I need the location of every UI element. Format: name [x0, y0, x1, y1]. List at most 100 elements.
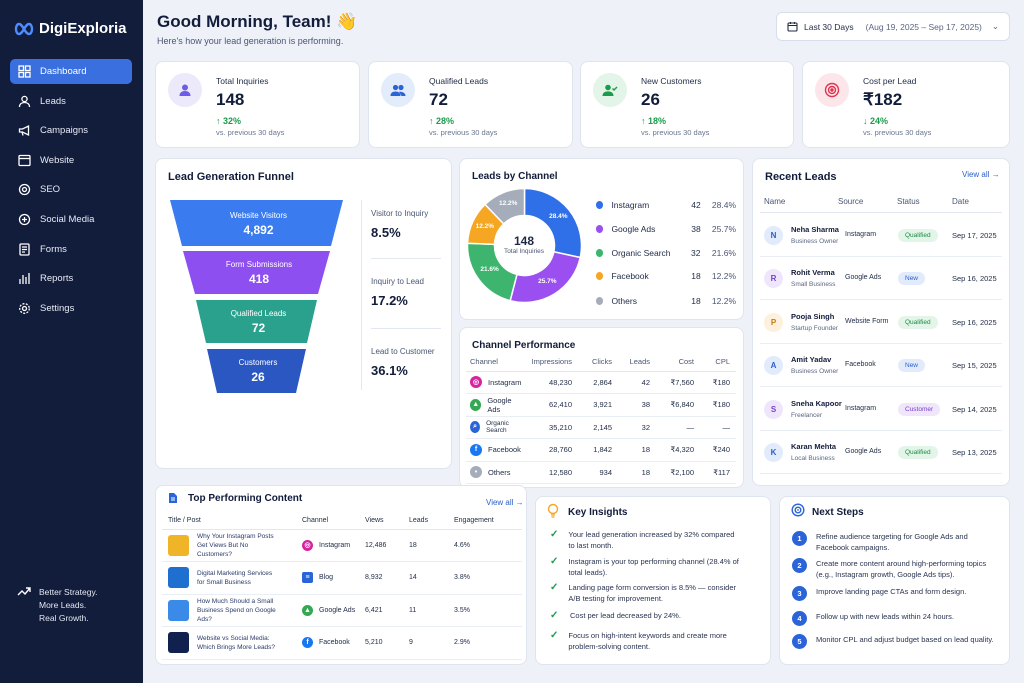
sidebar-item-dashboard[interactable]: Dashboard: [10, 59, 132, 84]
legend-dot: [596, 249, 604, 257]
insights-title: Key Insights: [568, 507, 628, 518]
google-ads-icon: ▲: [302, 604, 313, 616]
avatar: A: [764, 356, 783, 376]
table-row[interactable]: f Facebook 28,760 1,842 18 ₹4,320 ₹240: [466, 438, 736, 462]
next-step-item: 5 Monitor CPL and adjust budget based on …: [792, 634, 1002, 649]
kpi-card-new-customers[interactable]: New Customers 26 ↑ 18% vs. previous 30 d…: [580, 61, 794, 148]
next-steps-card: Next Steps: [779, 496, 1010, 665]
content-thumbnail: [168, 599, 189, 621]
user-check-icon: [593, 73, 627, 107]
content-post-title[interactable]: Digital Marketing Services for Small Bus…: [197, 569, 273, 586]
sidebar-item-forms[interactable]: Forms: [10, 237, 132, 262]
status-badge: New: [898, 359, 926, 373]
table-row[interactable]: N Neha Sharma Business Owner Instagram Quali…: [760, 214, 1002, 257]
cell: ₹180: [700, 393, 736, 417]
table-row[interactable]: R Rohit Verma Small Business Google Ads New S…: [760, 257, 1002, 301]
lead-source: Website Form: [845, 317, 889, 325]
kpi-compare: vs. previous 30 days: [641, 128, 710, 137]
kpi-card-cost-per-lead[interactable]: Cost per Lead ₹182 ↓ 24% vs. previous 30…: [802, 61, 1010, 148]
legend-pct: 25.7%: [711, 224, 737, 234]
brand-name: DigiExploria: [39, 20, 127, 37]
sidebar-item-settings[interactable]: Settings: [10, 296, 132, 321]
slice-label: 12.2%: [475, 222, 495, 230]
infinity-logo-icon: [14, 22, 34, 35]
step-number: 1: [792, 531, 807, 546]
table-row[interactable]: ◎ Instagram 48,230 2,864 42 ₹7,560 ₹180: [466, 371, 736, 394]
recent-view-all-link[interactable]: View all →: [962, 170, 1000, 179]
col-header: Views: [365, 512, 409, 530]
table-row[interactable]: ▲ Google Ads 62,410 3,921 38 ₹6,840 ₹180: [466, 393, 736, 417]
calendar-icon: [787, 22, 798, 32]
slice-label: 21.6%: [480, 266, 499, 274]
users-icon: [381, 73, 415, 107]
lead-source: Google Ads: [845, 274, 882, 282]
lead-role: Local Business: [791, 455, 835, 462]
sidebar-item-social-media[interactable]: Social Media: [10, 207, 132, 232]
content-post-title[interactable]: Why Your Instagram Posts Get Views But N…: [197, 532, 274, 558]
content-view-all-link[interactable]: View all →: [486, 498, 524, 507]
cell: 934: [578, 461, 618, 484]
donut-center: 148 Total Inquiries: [494, 234, 554, 255]
cell: 9: [409, 626, 454, 660]
channels-title: Leads by Channel: [472, 171, 558, 182]
sidebar-item-reports[interactable]: Reports: [10, 266, 132, 291]
table-row[interactable]: A Amit Yadav Business Owner Facebook New Sep …: [760, 344, 1002, 388]
table-row[interactable]: Why Your Instagram Posts Get Views But N…: [162, 529, 522, 562]
table-row[interactable]: How Much Should a Small Business Spend o…: [162, 594, 522, 627]
sidebar-item-leads[interactable]: Leads: [10, 89, 132, 114]
lead-role: Business Owner: [791, 238, 839, 245]
sidebar-tagline: Better Strategy. More Leads. Real Growth…: [17, 586, 97, 625]
lead-name: Neha Sharma: [791, 225, 839, 234]
sidebar-item-website[interactable]: Website: [10, 148, 132, 173]
table-row[interactable]: Digital Marketing Services for Small Bus…: [162, 561, 522, 595]
cell: ₹240: [700, 438, 736, 462]
legend-count: 42: [691, 200, 701, 210]
legend-dot: [596, 201, 604, 209]
step-number: 3: [792, 586, 807, 601]
slice-label: 25.7%: [538, 277, 557, 285]
cell: ₹117: [700, 461, 736, 484]
brand-logo[interactable]: DigiExploria: [14, 20, 127, 37]
donut-slice[interactable]: [523, 188, 582, 259]
kpi-card-total-inquiries[interactable]: Total Inquiries 148 ↑ 32% vs. previous 3…: [155, 61, 360, 148]
col-header: Leads: [409, 512, 454, 530]
donut-center-label: Total Inquiries: [503, 248, 545, 255]
cell: 62,410: [530, 393, 578, 417]
legend-item: Organic Search 32 21.6%: [596, 248, 736, 258]
cell: 14: [409, 561, 454, 595]
form-icon: [19, 242, 30, 256]
table-row[interactable]: ⌕ Organic Search 35,210 2,145 32— —: [466, 416, 736, 439]
legend-pct: 28.4%: [711, 200, 737, 210]
content-post-title[interactable]: Website vs Social Media: Which Brings Mo…: [197, 634, 276, 651]
instagram-icon: ◎: [470, 376, 482, 389]
status-badge: Customer: [898, 402, 941, 416]
sidebar-item-seo[interactable]: SEO: [10, 177, 132, 202]
content-post-title[interactable]: How Much Should a Small Business Spend o…: [197, 597, 276, 623]
check-icon: ✓: [550, 630, 559, 641]
donut-slice[interactable]: [483, 188, 526, 225]
next-step-item: 4 Follow up with new leads within 24 hour…: [792, 611, 1002, 626]
table-row[interactable]: • Others 12,580 934 18 ₹2,100 ₹117: [466, 461, 736, 484]
kpi-card-qualified-leads[interactable]: Qualified Leads 72 ↑ 28% vs. previous 30…: [368, 61, 573, 148]
table-row[interactable]: S Sneha Kapoor Freelancer Instagram Customer…: [760, 388, 1002, 431]
table-row[interactable]: Website vs Social Media: Which Brings Mo…: [162, 626, 522, 660]
search-icon: ⌕: [470, 421, 481, 434]
donut-chart: [467, 188, 582, 303]
cell: 28,760: [530, 438, 578, 462]
funnel-stage: Form Submissions 418: [195, 252, 323, 294]
cell: 11: [409, 594, 454, 627]
kpi-label: Qualified Leads: [429, 76, 489, 86]
avatar: K: [764, 443, 783, 462]
cell: —: [656, 416, 700, 439]
sidebar-item-campaigns[interactable]: Campaigns: [10, 118, 132, 143]
date-range-selector[interactable]: Last 30 Days (Aug 19, 2025 – Sep 17, 202…: [776, 12, 1010, 41]
divider: [371, 328, 441, 329]
cell: 8,932: [365, 561, 409, 595]
table-row[interactable]: P Pooja Singh Startup Founder Website Form Q…: [760, 301, 1002, 344]
legend-name: Others: [611, 296, 637, 306]
table-row[interactable]: K Karan Mehta Local Business Google Ads Qual…: [760, 431, 1002, 474]
col-header: Title / Post: [162, 512, 302, 530]
cell: 42: [618, 371, 656, 394]
sidebar-item-label: SEO: [40, 184, 61, 196]
insight-text: Cost per lead decreased by 24%.: [570, 611, 681, 620]
